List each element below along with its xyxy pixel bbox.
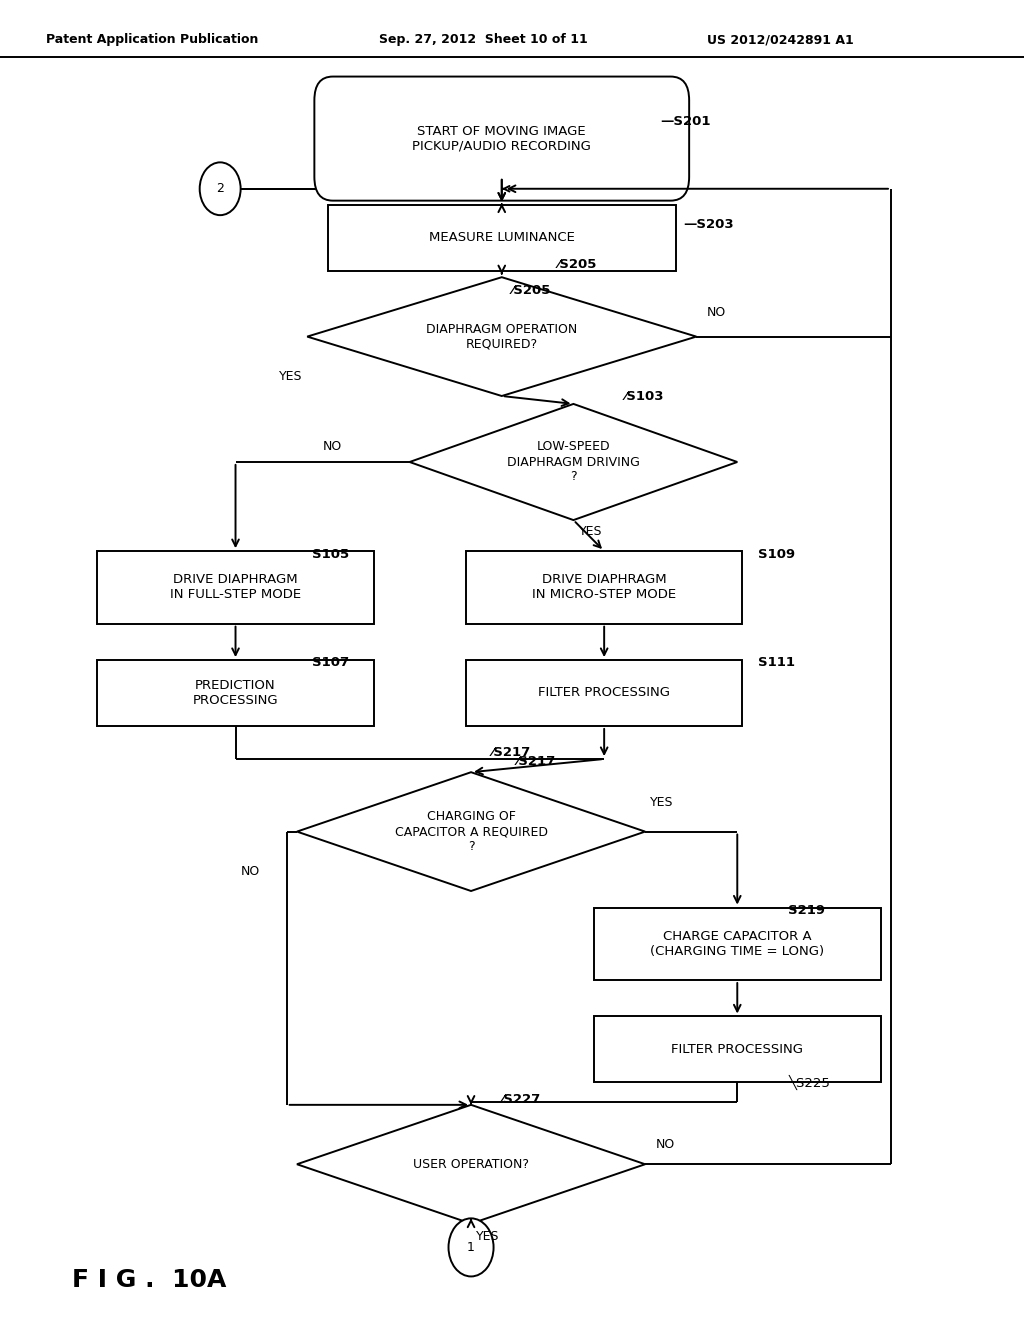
Text: S107: S107 — [312, 656, 349, 669]
Text: MEASURE LUMINANCE: MEASURE LUMINANCE — [429, 231, 574, 244]
Text: F I G .  10A: F I G . 10A — [72, 1269, 226, 1292]
Text: ⁄S217: ⁄S217 — [492, 746, 530, 759]
Text: YES: YES — [579, 525, 602, 539]
Polygon shape — [297, 772, 645, 891]
Text: S219: S219 — [788, 904, 825, 917]
Text: NO: NO — [323, 440, 342, 453]
Text: YES: YES — [476, 1230, 500, 1243]
Text: ⁄S205: ⁄S205 — [558, 257, 597, 271]
Text: DRIVE DIAPHRAGM
IN FULL-STEP MODE: DRIVE DIAPHRAGM IN FULL-STEP MODE — [170, 573, 301, 602]
Text: CHARGE CAPACITOR A
(CHARGING TIME = LONG): CHARGE CAPACITOR A (CHARGING TIME = LONG… — [650, 929, 824, 958]
Text: NO: NO — [655, 1138, 675, 1151]
Circle shape — [200, 162, 241, 215]
Text: USER OPERATION?: USER OPERATION? — [413, 1158, 529, 1171]
Text: ╲S225: ╲S225 — [788, 1074, 830, 1090]
Text: NO: NO — [707, 306, 726, 319]
Bar — [97, 660, 374, 726]
Text: LOW-SPEED
DIAPHRAGM DRIVING
?: LOW-SPEED DIAPHRAGM DRIVING ? — [507, 441, 640, 483]
Text: YES: YES — [650, 796, 674, 809]
Text: DRIVE DIAPHRAGM
IN MICRO-STEP MODE: DRIVE DIAPHRAGM IN MICRO-STEP MODE — [532, 573, 676, 602]
Text: FILTER PROCESSING: FILTER PROCESSING — [539, 686, 670, 700]
Text: ⁄S217: ⁄S217 — [517, 755, 556, 768]
Text: FILTER PROCESSING: FILTER PROCESSING — [672, 1043, 803, 1056]
Text: PREDICTION
PROCESSING: PREDICTION PROCESSING — [193, 678, 279, 708]
Text: YES: YES — [279, 370, 302, 383]
Bar — [594, 908, 881, 979]
FancyBboxPatch shape — [314, 77, 689, 201]
Bar — [97, 552, 374, 623]
Text: ⁄S205: ⁄S205 — [512, 284, 551, 297]
Text: —S203: —S203 — [683, 218, 733, 231]
Polygon shape — [410, 404, 737, 520]
Text: NO: NO — [241, 865, 260, 878]
Text: S105: S105 — [312, 548, 349, 561]
Text: S111: S111 — [758, 656, 795, 669]
Bar — [466, 552, 742, 623]
Text: 2: 2 — [216, 182, 224, 195]
Text: S109: S109 — [758, 548, 795, 561]
Text: Patent Application Publication: Patent Application Publication — [46, 33, 258, 46]
Text: START OF MOVING IMAGE
PICKUP/AUDIO RECORDING: START OF MOVING IMAGE PICKUP/AUDIO RECOR… — [413, 124, 591, 153]
Bar — [466, 660, 742, 726]
Text: ⁄S227: ⁄S227 — [502, 1093, 541, 1106]
Polygon shape — [297, 1105, 645, 1224]
Text: —S201: —S201 — [660, 115, 711, 128]
Bar — [328, 205, 676, 271]
Text: 1: 1 — [467, 1241, 475, 1254]
Bar — [594, 1016, 881, 1082]
Text: CHARGING OF
CAPACITOR A REQUIRED
?: CHARGING OF CAPACITOR A REQUIRED ? — [394, 810, 548, 853]
Polygon shape — [307, 277, 696, 396]
Text: US 2012/0242891 A1: US 2012/0242891 A1 — [707, 33, 853, 46]
Text: Sep. 27, 2012  Sheet 10 of 11: Sep. 27, 2012 Sheet 10 of 11 — [379, 33, 588, 46]
Text: ⁄S103: ⁄S103 — [625, 389, 665, 403]
Circle shape — [449, 1218, 494, 1276]
Text: DIAPHRAGM OPERATION
REQUIRED?: DIAPHRAGM OPERATION REQUIRED? — [426, 322, 578, 351]
